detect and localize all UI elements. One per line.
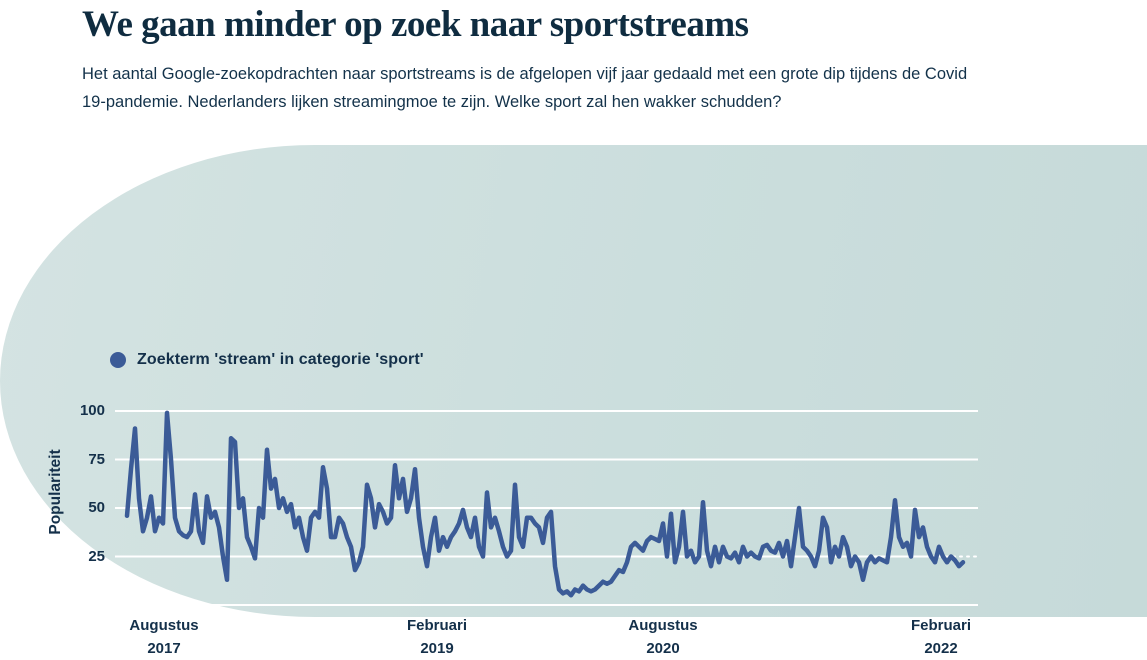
chart-panel: Zoekterm 'stream' in categorie 'sport' P…: [0, 145, 1147, 657]
page-title: We gaan minder op zoek naar sportstreams: [82, 4, 749, 45]
x-tick-year: 2020: [646, 640, 680, 657]
trend-line: [124, 410, 966, 598]
page-subtitle: Het aantal Google-zoekopdrachten naar sp…: [82, 65, 968, 111]
x-tick-year: 2022: [924, 640, 958, 657]
y-tick-25: 25: [88, 548, 105, 565]
x-tick-aug-2017: Augustus 2017: [94, 615, 234, 660]
x-tick-year: 2019: [420, 640, 454, 657]
x-tick-feb-2022: Februari 2022: [871, 615, 1011, 660]
legend-label: Zoekterm 'stream' in categorie 'sport': [137, 351, 424, 368]
x-tick-aug-2020: Augustus 2020: [593, 615, 733, 660]
y-tick-100: 100: [79, 402, 105, 419]
x-tick-month: Februari: [406, 617, 467, 634]
y-tick-50: 50: [88, 499, 105, 516]
x-tick-feb-2019: Februari 2019: [367, 615, 507, 660]
x-tick-month: Augustus: [628, 617, 698, 634]
legend-dot-icon: [110, 352, 126, 368]
y-tick-75: 75: [88, 451, 105, 468]
x-tick-month: Februari: [910, 617, 971, 634]
x-tick-year: 2017: [147, 640, 181, 657]
trend-line-chart: [115, 410, 979, 606]
chart-legend: Zoekterm 'stream' in categorie 'sport': [110, 351, 424, 369]
x-tick-month: Augustus: [129, 617, 199, 634]
